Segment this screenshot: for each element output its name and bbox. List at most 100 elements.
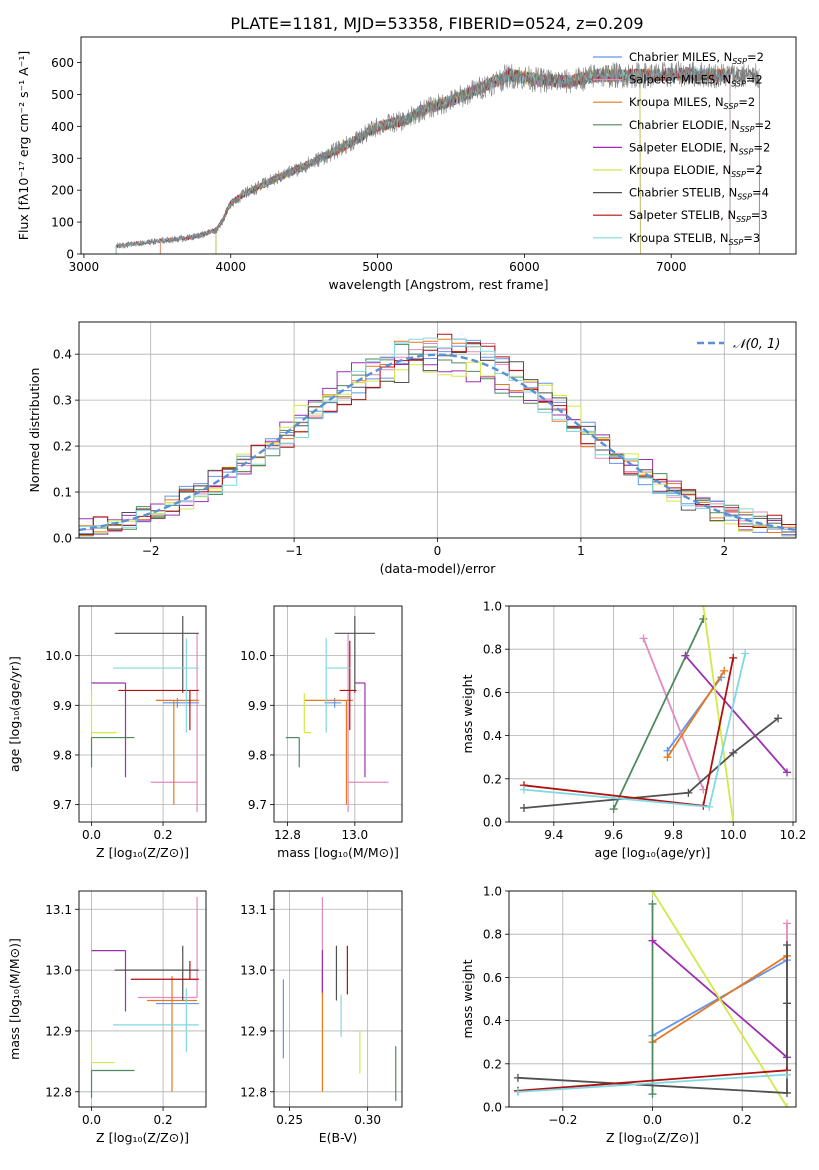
legend-label-end: =4	[752, 186, 769, 200]
weight-marker	[783, 768, 792, 777]
residual-histogram	[79, 337, 796, 537]
y-tick-label: 12.9	[45, 1024, 72, 1038]
y-tick-label: 0.2	[53, 440, 72, 454]
y-tick-label: 0.2	[483, 772, 502, 786]
x-tick-label: 5000	[362, 260, 393, 274]
x-tick-label: 9.6	[604, 828, 623, 842]
x-tick-label: 0.0	[82, 828, 101, 842]
observed-spectrum-line	[115, 60, 760, 249]
x-tick-label: 0.2	[154, 828, 173, 842]
x-tick-label: 4000	[215, 260, 246, 274]
weight-marker	[699, 606, 708, 610]
legend-label-sub: SSP	[737, 193, 752, 202]
y-tick-label: 0.8	[483, 928, 502, 942]
x-axis-label: mass [log₁₀(M/M⊙)]	[277, 845, 399, 860]
plot-area	[115, 60, 760, 254]
y-tick-label: 0.0	[483, 816, 502, 830]
weight-marker	[684, 788, 693, 797]
weight-line	[684, 655, 788, 773]
legend-label-main: Chabrier STELIB, N	[629, 186, 737, 200]
weight-line	[651, 891, 788, 1107]
x-tick-label: 0.2	[154, 1113, 173, 1127]
weight-marker	[783, 919, 792, 928]
weight-line	[702, 606, 735, 822]
legend-label-sub: SSP	[731, 80, 746, 89]
weight-marker	[648, 891, 657, 895]
y-tick-label: 0.0	[53, 532, 72, 546]
weight-marker	[681, 651, 690, 660]
axis-frame	[78, 321, 797, 539]
legend-label-sub: SSP	[729, 238, 744, 247]
axis-frame	[80, 36, 797, 255]
legend-label-end: =2	[738, 95, 755, 109]
legend-label-end: =2	[746, 163, 763, 177]
axis-frame	[78, 605, 207, 823]
legend-label-sub: SSP	[739, 147, 754, 156]
legend-label-main: Kroupa ELODIE, N	[629, 163, 731, 177]
legend-label-sub: SSP	[731, 170, 746, 179]
y-tick-label: 13.1	[240, 903, 267, 917]
y-tick-label: 0.4	[53, 348, 72, 362]
plot-area	[282, 897, 397, 1101]
y-tick-label: 12.9	[240, 1024, 267, 1038]
axis-frame	[508, 890, 797, 1108]
x-tick-label: 10.2	[780, 828, 807, 842]
axis-frame	[78, 890, 207, 1108]
legend-label-end: =3	[743, 231, 760, 245]
figure-title: PLATE=1181, MJD=53358, FIBERID=0524, z=0…	[230, 14, 643, 33]
x-tick-label: 10.0	[720, 828, 747, 842]
x-tick-label: 3000	[69, 260, 100, 274]
panels: 3000 4000 5000 6000 7000 0 100 200 300 400 500 600 w…	[7, 36, 807, 1145]
weight-line	[517, 1069, 788, 1092]
panel-weight-vs-Z: −0.2 0.0 0.2 0.0 0.2 0.4 0.6 0.8 1.0 Z [log₁₀(Z/Z…	[460, 885, 797, 1145]
legend-label: Chabrier MILES, NSSP=2	[629, 50, 764, 66]
y-tick-label: 0.2	[483, 1057, 502, 1071]
weight-marker	[648, 899, 657, 908]
y-axis-label: Normed distribution	[27, 368, 42, 493]
x-tick-label: 12.8	[274, 828, 301, 842]
x-tick-label: −1	[285, 544, 303, 558]
y-axis-label: age [log₁₀(age/yr)]	[7, 656, 22, 772]
x-tick-label: 0.25	[276, 1113, 303, 1127]
weight-line	[523, 653, 747, 808]
weight-marker	[783, 1088, 792, 1097]
normal-reference-curve	[79, 353, 796, 532]
y-tick-label: 0.0	[483, 1101, 502, 1115]
legend-label-sub: SSP	[740, 125, 755, 134]
y-tick-label: 13.0	[45, 964, 72, 978]
plot-area	[79, 333, 796, 537]
weight-marker	[609, 805, 618, 814]
x-tick-label: 9.8	[664, 828, 683, 842]
grid-lines	[274, 891, 402, 1107]
weight-marker	[663, 753, 672, 762]
legend-label-sub: SSP	[732, 57, 747, 66]
weight-line	[517, 945, 788, 1094]
x-axis-label: wavelength [Angstrom, rest frame]	[328, 277, 548, 292]
x-tick-label: 0	[434, 544, 442, 558]
y-tick-label: 0.1	[53, 486, 72, 500]
y-tick-label: 9.9	[248, 699, 267, 713]
weight-marker	[741, 649, 750, 658]
y-tick-label: 12.8	[45, 1085, 72, 1099]
y-tick-label: 0.3	[53, 394, 72, 408]
y-tick-label: 0.4	[483, 729, 502, 743]
legend-label-main: Salpeter MILES, N	[629, 73, 731, 87]
plot-area	[90, 897, 199, 1098]
legend-label-end: =3	[751, 208, 768, 222]
legend-label: Salpeter ELODIE, NSSP=2	[629, 140, 770, 156]
y-tick-label: 9.8	[53, 748, 72, 762]
legend-label-main: Salpeter ELODIE, N	[629, 140, 739, 154]
x-axis-label: Z [log₁₀(Z/Z⊙)]	[606, 1130, 699, 1145]
plot-area	[285, 615, 389, 813]
y-tick-label: 9.9	[53, 699, 72, 713]
y-tick-label: 200	[51, 184, 74, 198]
y-axis-label: Flux [fλ10⁻¹⁷ erg cm⁻² s⁻¹ A⁻¹]	[16, 51, 31, 240]
legend-label-sub: SSP	[736, 215, 751, 224]
y-axis-label: mass weight	[460, 674, 475, 753]
x-axis-label: age [log₁₀(age/yr)]	[595, 845, 711, 860]
legend-label: 𝒩(0, 1)	[733, 337, 780, 352]
legend-label: Chabrier ELODIE, NSSP=2	[629, 118, 771, 134]
y-tick-label: 9.7	[248, 798, 267, 812]
